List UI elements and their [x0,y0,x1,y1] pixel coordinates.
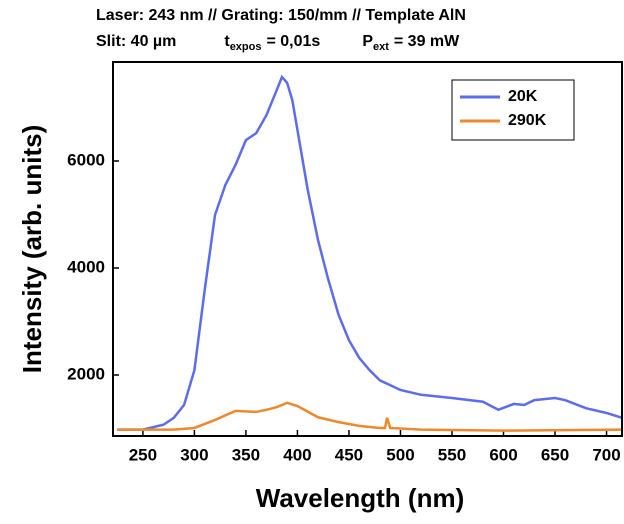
legend-label: 20K [508,88,538,105]
x-tick-label: 600 [489,445,517,464]
subscript: expos [230,41,262,53]
x-tick-label: 550 [438,445,466,464]
data-line [117,401,623,432]
subtitle-part: = 0,01s [266,33,320,50]
subtitle-part: Slit: 40 µm [96,33,176,50]
y-axis-label: Intensity (arb. units) [17,125,47,373]
x-tick-label: 450 [335,445,363,464]
subscript: ext [373,41,389,53]
subtitle-part: t [224,33,230,50]
x-axis-label: Wavelength (nm) [256,483,464,513]
x-tick-label: 300 [180,445,208,464]
legend-box [451,79,575,141]
x-tick-label: 400 [283,445,311,464]
subtitle-part: P [362,33,373,50]
y-tick-label: 6000 [67,150,105,169]
x-tick-label: 650 [541,445,569,464]
chart-title: Laser: 243 nm // Grating: 150/mm // Temp… [96,7,466,24]
legend-label: 290K [508,112,547,129]
x-tick-label: 500 [386,445,414,464]
y-tick-label: 2000 [67,364,105,383]
plot-frame [112,61,623,437]
subtitle-part: = 39 mW [394,33,460,50]
chart-subtitle: Slit: 40 µm texpos = 0,01s Pext = 39 mW [96,33,460,53]
y-tick-label: 4000 [67,257,105,276]
x-tick-label: 250 [129,445,157,464]
x-tick-label: 350 [232,445,260,464]
data-line [117,74,623,431]
x-tick-label: 700 [592,445,620,464]
